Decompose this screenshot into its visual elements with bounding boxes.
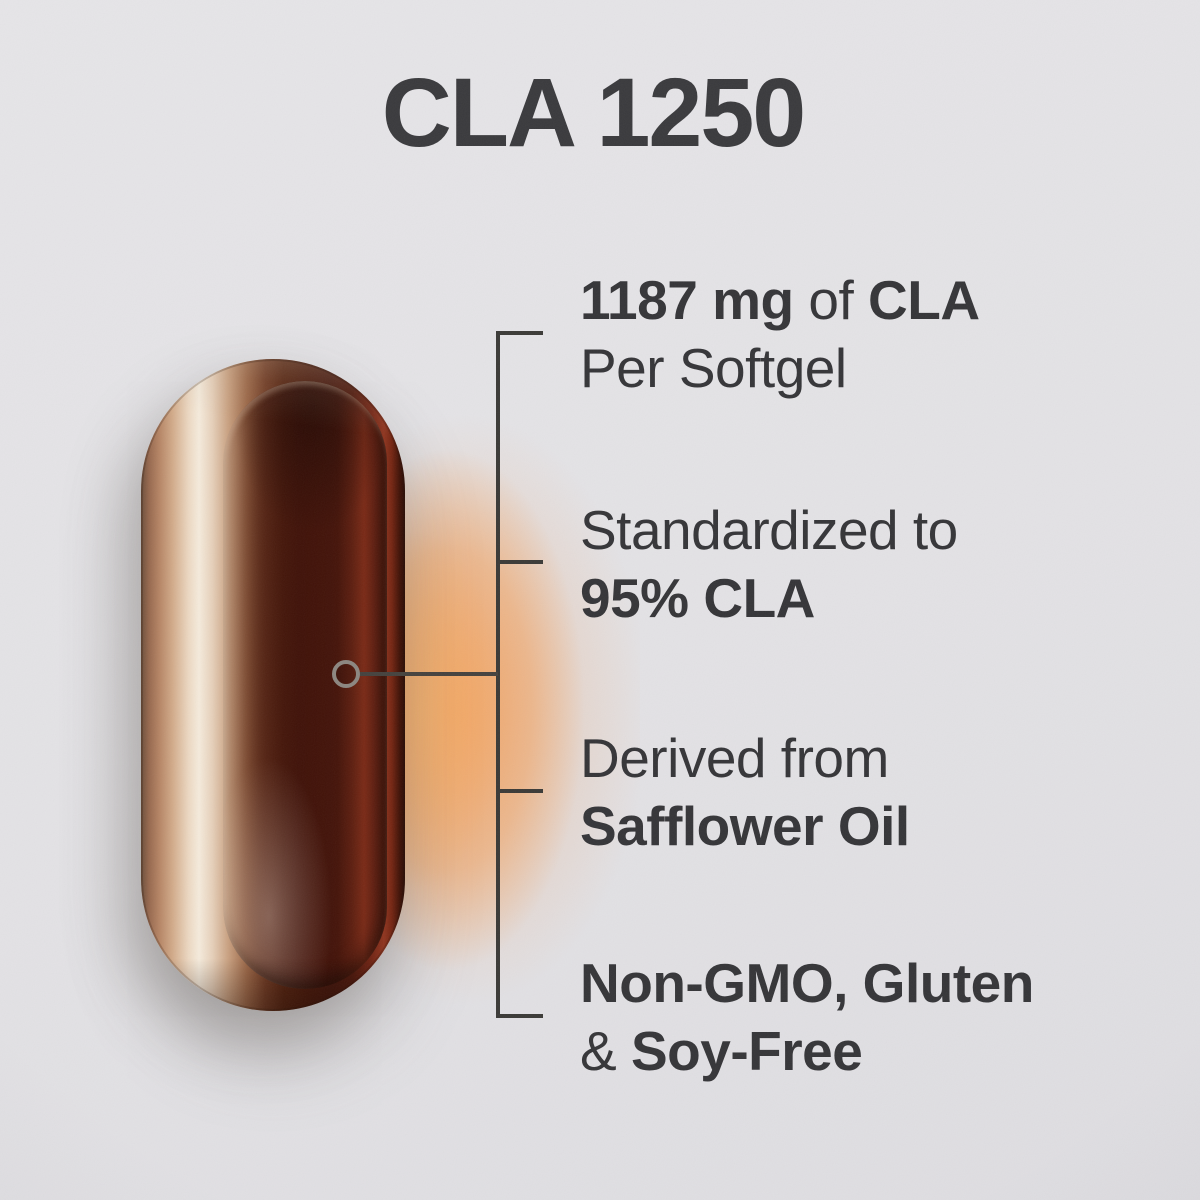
callout-source: Derived from Safflower Oil [580, 724, 910, 860]
marker-connector-line [357, 672, 498, 676]
callout-text: 95% CLA [580, 567, 815, 629]
callout-free-from: Non-GMO, Gluten & Soy-Free [580, 949, 1034, 1085]
callout-line-1: Non-GMO, Gluten [580, 949, 1034, 1017]
bracket-tick-3 [496, 789, 543, 793]
callout-text: Soy-Free [630, 1020, 863, 1082]
callout-text: Derived from [580, 727, 889, 789]
callout-line-2: & Soy-Free [580, 1017, 1034, 1085]
bracket-tick-2 [496, 560, 543, 564]
callout-line-2: Per Softgel [580, 334, 980, 402]
callout-text: of [793, 269, 869, 331]
bracket-tick-4 [496, 1014, 543, 1018]
callout-line-1: Derived from [580, 724, 910, 792]
callout-text: 1187 mg [580, 269, 794, 331]
callout-standardization: Standardized to 95% CLA [580, 496, 958, 632]
product-title: CLA 1250 [381, 58, 807, 167]
callout-text: Safflower Oil [580, 795, 910, 857]
callout-text: Per Softgel [580, 337, 847, 399]
marker-circle-icon [332, 660, 360, 688]
callout-text: Non-GMO, Gluten [580, 952, 1034, 1014]
callout-text: & [580, 1020, 631, 1082]
callout-line-2: 95% CLA [580, 564, 958, 632]
callout-line-1: 1187 mg of CLA [580, 266, 980, 334]
callout-line-1: Standardized to [580, 496, 958, 564]
callout-line-2: Safflower Oil [580, 792, 910, 860]
callout-text: Standardized to [580, 499, 958, 561]
callout-cla-amount: 1187 mg of CLA Per Softgel [580, 266, 980, 402]
callout-text: CLA [868, 269, 980, 331]
bracket-tick-1 [496, 331, 543, 335]
